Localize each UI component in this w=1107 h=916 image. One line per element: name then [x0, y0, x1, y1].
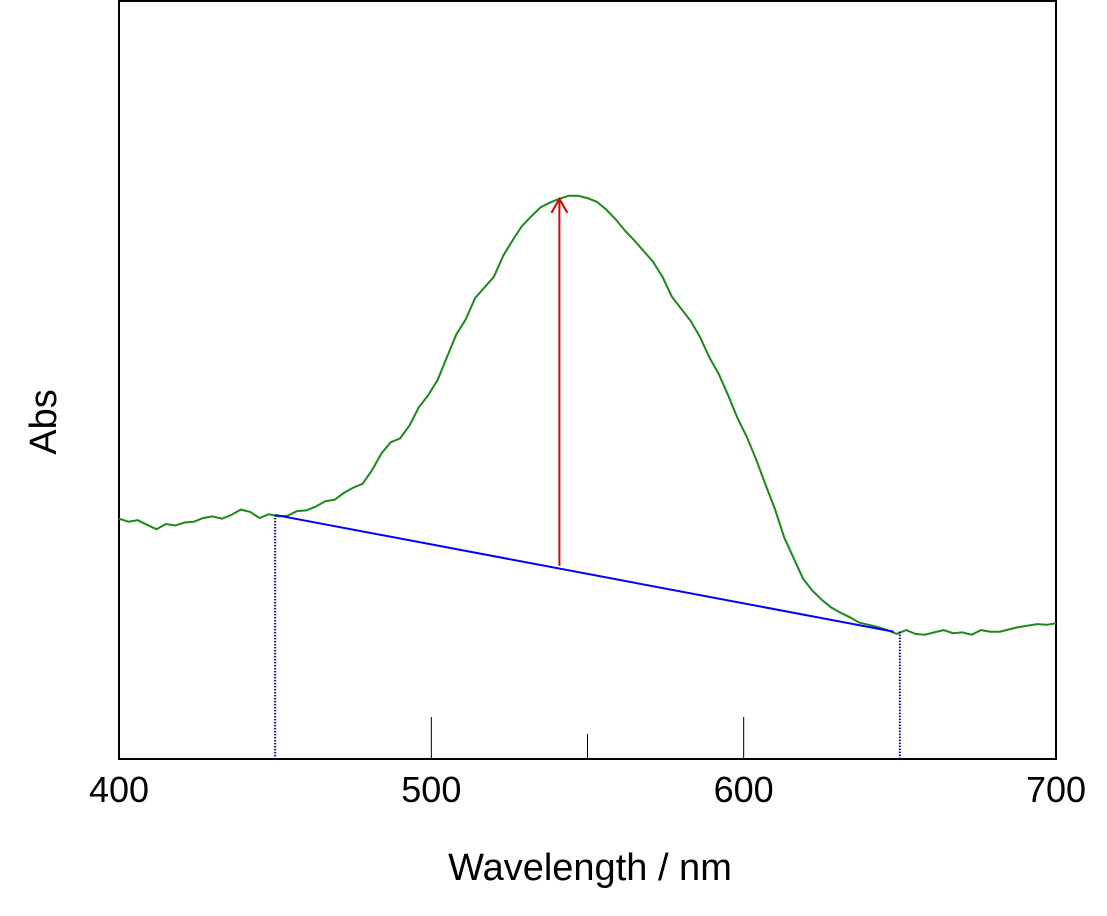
peak-arrow-head [550, 196, 569, 214]
x-tick-label-700: 700 [1026, 769, 1086, 810]
x-tick-label-600: 600 [714, 769, 774, 810]
spectrum-line-0 [118, 194, 1057, 636]
y-axis-title: Abs [23, 389, 65, 454]
x-axis-title: Wavelength / nm [448, 847, 732, 889]
x-tick-label-400: 400 [89, 769, 149, 810]
baseline-line [274, 513, 894, 633]
plot-frame [118, 0, 1057, 760]
x-tick-label-500: 500 [401, 769, 461, 810]
